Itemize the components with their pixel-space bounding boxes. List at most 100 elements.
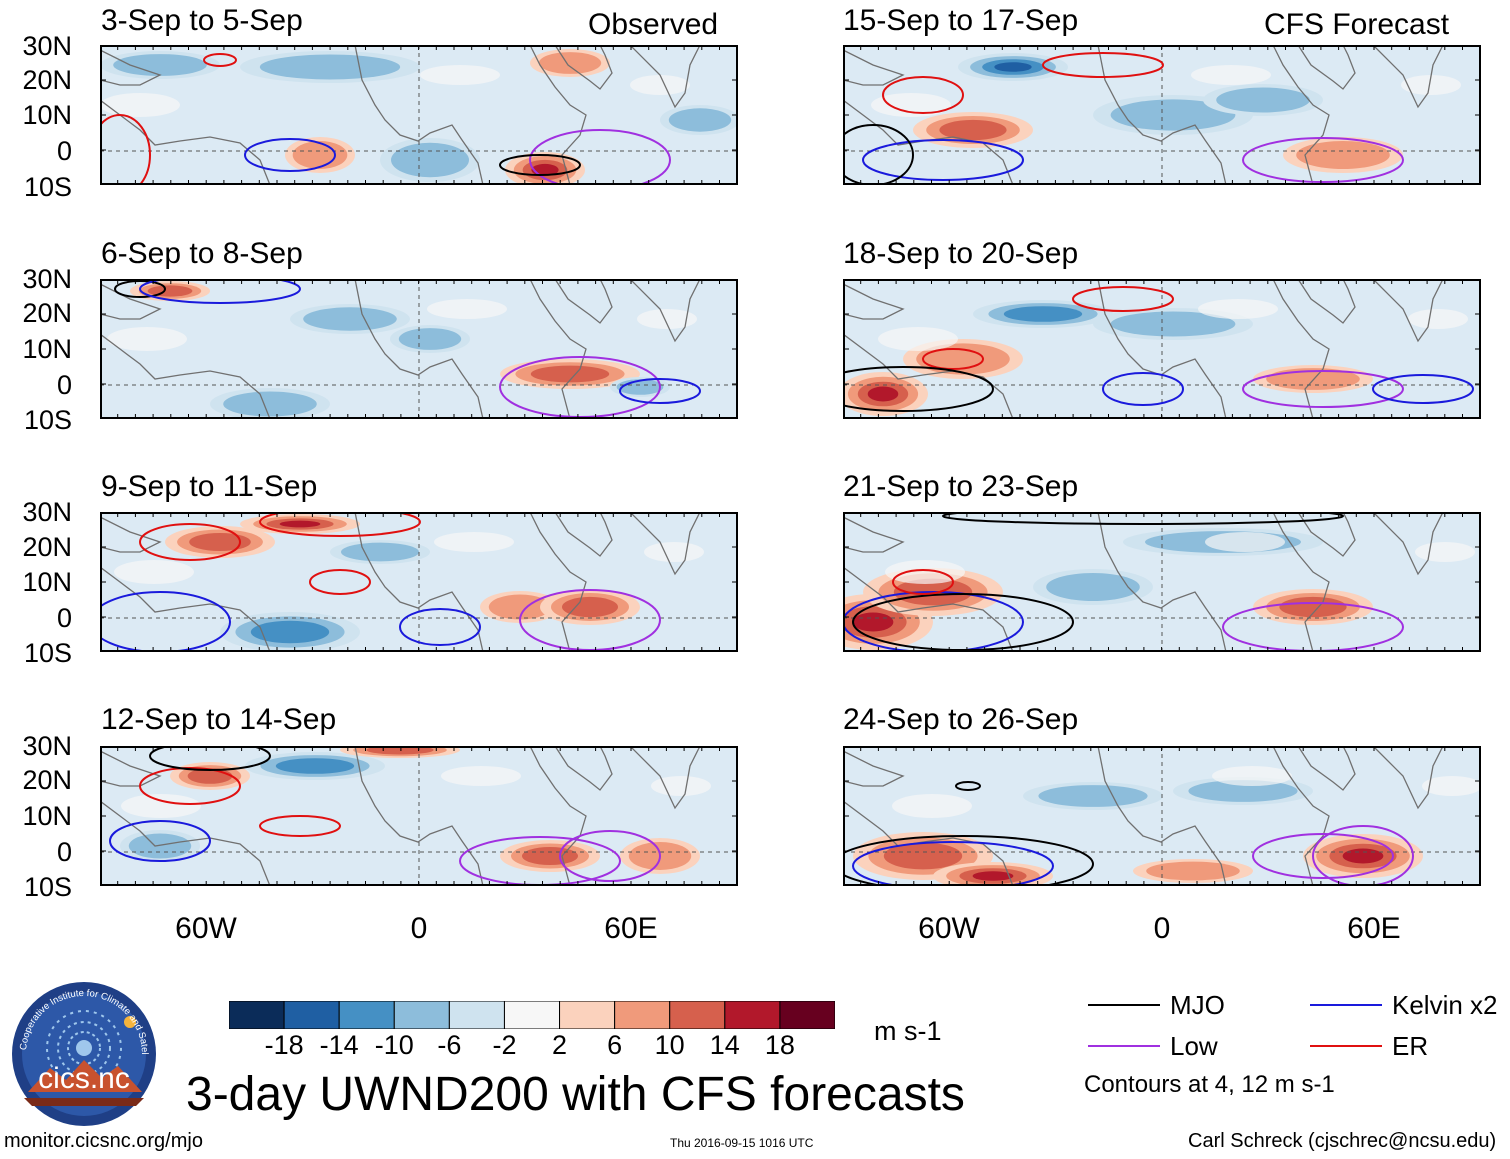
anomaly-shading bbox=[883, 842, 963, 870]
map-canvas bbox=[100, 746, 738, 886]
footer-url: monitor.cicsnc.org/mjo bbox=[4, 1130, 203, 1152]
panel-title-fcst-2: 18-Sep to 20-Sep bbox=[843, 237, 1079, 270]
filtered-contour bbox=[1252, 833, 1394, 879]
map-canvas bbox=[843, 45, 1481, 185]
neutral-shading bbox=[892, 794, 972, 818]
legend-swatch-kelvin bbox=[1310, 1004, 1382, 1006]
anomaly-shading bbox=[128, 833, 192, 859]
colorbar-tick-label: -14 bbox=[319, 1030, 359, 1060]
lat-label: 30N bbox=[22, 497, 72, 527]
filtered-contour bbox=[149, 746, 271, 771]
lon-label: 60W bbox=[175, 912, 237, 945]
filtered-contour bbox=[139, 279, 301, 304]
coastline bbox=[100, 516, 162, 553]
colorbar-tick-label: -18 bbox=[264, 1030, 304, 1060]
filtered-contour bbox=[259, 512, 421, 537]
anomaly-shading bbox=[1296, 141, 1390, 169]
map-panel-fcst-1 bbox=[843, 45, 1481, 185]
neutral-shading bbox=[100, 93, 180, 117]
filtered-contour bbox=[1372, 374, 1474, 404]
lat-label: 10N bbox=[22, 801, 72, 831]
filtered-contour bbox=[1312, 825, 1414, 886]
anomaly-shading bbox=[391, 142, 469, 178]
filtered-contour bbox=[843, 835, 1094, 886]
coastline bbox=[843, 750, 905, 787]
filtered-contour bbox=[1102, 372, 1184, 406]
colorbar-swatch bbox=[229, 1001, 285, 1029]
forecast-tag: CFS Forecast bbox=[1264, 8, 1450, 41]
anomaly-shading bbox=[1046, 573, 1140, 601]
anomaly-shading bbox=[1110, 311, 1236, 337]
filtered-contour bbox=[139, 767, 241, 805]
lat-label: 30N bbox=[22, 31, 72, 61]
lat-label: 10N bbox=[22, 100, 72, 130]
neutral-shading bbox=[427, 299, 507, 319]
coastline bbox=[1372, 279, 1444, 343]
panel-title-fcst-4: 24-Sep to 26-Sep bbox=[843, 703, 1079, 736]
neutral-shading bbox=[885, 560, 965, 584]
coastline bbox=[100, 566, 271, 652]
filtered-contour bbox=[852, 841, 1054, 886]
lat-label: 30N bbox=[22, 264, 72, 294]
colorbar-swatch bbox=[283, 1001, 340, 1029]
colorbar-tick-label: 18 bbox=[764, 1030, 795, 1060]
colorbar-swatch bbox=[338, 1001, 395, 1029]
observed-tag: Observed bbox=[588, 8, 719, 41]
legend-label-low: Low bbox=[1170, 1031, 1218, 1061]
panel-title-fcst-3: 21-Sep to 23-Sep bbox=[843, 470, 1079, 503]
anomaly-shading bbox=[292, 141, 348, 169]
neutral-shading bbox=[637, 309, 697, 329]
lat-label: 10N bbox=[22, 334, 72, 364]
filtered-contour bbox=[100, 114, 151, 185]
panel-title-fcst-1: 15-Sep to 17-Sep bbox=[843, 4, 1079, 37]
neutral-shading bbox=[871, 93, 951, 117]
anomaly-shading bbox=[1003, 306, 1083, 322]
logo-name: cics.nc bbox=[38, 1062, 130, 1095]
anomaly-shading bbox=[275, 758, 355, 774]
filtered-contour bbox=[619, 378, 701, 404]
anomaly-shading bbox=[341, 542, 419, 562]
colorbar-swatch bbox=[393, 1001, 450, 1029]
map-canvas bbox=[843, 512, 1481, 652]
map-canvas bbox=[843, 746, 1481, 886]
filtered-contour bbox=[529, 129, 671, 185]
neutral-shading bbox=[420, 65, 500, 85]
panel-title-obs-4: 12-Sep to 14-Sep bbox=[101, 703, 337, 736]
coastline bbox=[354, 746, 587, 886]
filtered-contour bbox=[1242, 137, 1404, 183]
filtered-contour bbox=[843, 124, 914, 185]
colorbar-swatch bbox=[559, 1001, 616, 1029]
map-panel-fcst-3 bbox=[843, 512, 1481, 652]
colorbar-swatch bbox=[503, 1001, 561, 1029]
lat-label: 20N bbox=[22, 65, 72, 95]
map-canvas bbox=[843, 279, 1481, 419]
anomaly-shading bbox=[250, 620, 330, 644]
colorbar-tick-label: -2 bbox=[492, 1030, 517, 1060]
filtered-contour bbox=[1042, 52, 1164, 78]
anomaly-shading bbox=[113, 54, 207, 76]
lat-label: 0 bbox=[56, 370, 72, 400]
legend-swatch-mjo bbox=[1088, 1004, 1160, 1006]
panel-title-obs-2: 6-Sep to 8-Sep bbox=[101, 237, 303, 270]
anomaly-shading bbox=[1146, 861, 1240, 881]
filtered-contour bbox=[1242, 370, 1404, 408]
coastline bbox=[629, 279, 701, 343]
anomaly-shading bbox=[1342, 848, 1384, 864]
lon-label: 0 bbox=[1153, 912, 1171, 945]
coastline bbox=[354, 45, 587, 185]
filtered-contour bbox=[399, 608, 481, 646]
anomaly-shading bbox=[303, 307, 397, 331]
colorbar-tick-label: 2 bbox=[551, 1030, 568, 1060]
lat-label: 10S bbox=[23, 872, 72, 902]
anomaly-shading bbox=[1188, 780, 1298, 802]
neutral-shading bbox=[114, 560, 194, 584]
filtered-contour bbox=[259, 815, 341, 837]
colorbar-units: m s-1 bbox=[874, 1016, 942, 1046]
lat-label: 0 bbox=[56, 136, 72, 166]
coastline bbox=[1097, 746, 1330, 886]
panel-title-obs-1: 3-Sep to 5-Sep bbox=[101, 4, 303, 37]
coastline bbox=[843, 283, 905, 320]
coastline bbox=[629, 512, 701, 576]
neutral-shading bbox=[651, 776, 711, 796]
anomaly-shading bbox=[259, 54, 401, 80]
